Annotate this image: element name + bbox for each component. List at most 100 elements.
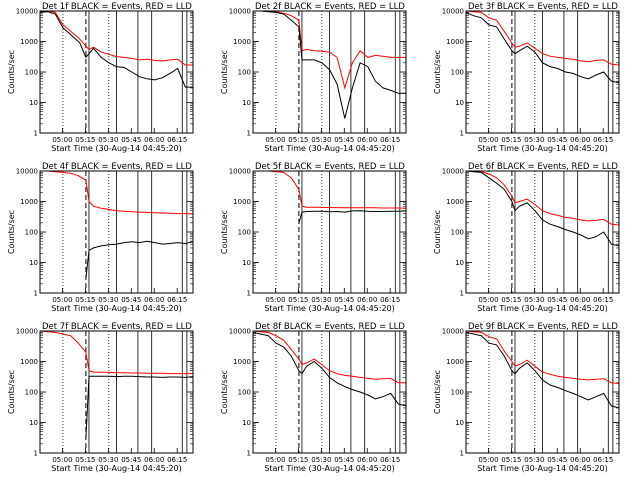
y-axis-label: Counts/sec [433,370,442,414]
x-tick-label: 06:15 [380,136,400,144]
x-tick-label: 05:00 [478,456,498,464]
panel-title: Det 3f BLACK = Events, RED = LLD [468,2,618,12]
y-tick-label: 1000 [233,198,251,206]
x-tick-label: 05:15 [288,136,308,144]
x-tick-label: 06:00 [144,136,164,144]
x-tick-label: 05:45 [334,456,354,464]
y-tick-label: 100 [25,69,38,77]
series-lld-line [465,330,620,384]
x-axis-label: Start Time (30-Aug-14 04:45:20) [264,464,395,473]
panel-title: Det 4f BLACK = Events, RED = LLD [42,162,192,172]
y-tick-label: 100 [25,389,38,397]
x-tick-label: 05:30 [311,136,331,144]
panel-det-2: Det 2f BLACK = Events, RED = LLD 1 10 100 10… [220,2,407,153]
plot-frame [252,170,407,294]
x-tick-label: 05:30 [98,136,118,144]
y-axis-label: Counts/sec [220,210,229,254]
y-tick-label: 10 [455,99,464,107]
y-tick-label: 1000 [446,38,464,46]
y-axis-label: Counts/sec [7,370,16,414]
series-lld-line [253,170,407,209]
panel-title: Det 8f BLACK = Events, RED = LLD [255,322,405,332]
y-tick-label: 1 [247,290,251,298]
panel-det-4: Det 4f BLACK = Events, RED = LLD 1 10 100 10… [7,162,194,313]
x-tick-label: 05:45 [334,136,354,144]
x-tick-label: 06:00 [144,296,164,304]
series-lld-line [465,10,620,66]
x-axis-label: Start Time (30-Aug-14 04:45:20) [477,304,608,313]
y-tick-label: 1000 [446,198,464,206]
series-events-line [465,170,620,247]
x-tick-label: 06:15 [167,296,187,304]
series-lld-line [466,170,620,226]
y-tick-label: 1000 [446,358,464,366]
series-events-line [465,331,620,409]
plot-frame [252,330,407,454]
y-tick-label: 10000 [16,168,38,176]
plot-frame [39,330,194,454]
y-tick-label: 1 [460,450,464,458]
y-axis-label: Counts/sec [220,370,229,414]
x-tick-label: 05:15 [501,136,521,144]
y-axis-label: Counts/sec [220,50,229,94]
y-tick-label: 100 [238,69,251,77]
x-tick-label: 05:00 [478,136,498,144]
y-tick-label: 10000 [442,8,464,16]
y-tick-label: 1000 [20,38,38,46]
x-tick-label: 05:15 [75,136,95,144]
y-tick-label: 1 [34,130,38,138]
x-tick-label: 05:00 [52,136,72,144]
x-tick-label: 06:00 [570,296,590,304]
series-lld-line [253,10,406,90]
x-tick-label: 05:15 [501,456,521,464]
y-tick-label: 10000 [442,168,464,176]
plot-frame [39,170,194,294]
panel-det-1: Det 1f BLACK = Events, RED = LLD 1 10 100 10… [7,2,194,153]
panel-det-8: Det 8f BLACK = Events, RED = LLD 1 10 100 10… [220,322,407,473]
x-tick-label: 05:15 [288,456,308,464]
y-tick-label: 10000 [229,168,251,176]
plot-frame [252,10,407,134]
x-tick-label: 05:00 [265,296,285,304]
y-tick-label: 10000 [16,8,38,16]
x-tick-label: 05:45 [547,456,567,464]
series-lld-line [252,330,406,384]
panel-det-3: Det 3f BLACK = Events, RED = LLD 1 10 100 10… [433,2,620,153]
x-tick-label: 05:15 [75,296,95,304]
series-lld-line [39,330,193,375]
y-tick-label: 1000 [233,358,251,366]
x-tick-label: 06:15 [593,136,613,144]
y-tick-label: 10000 [16,328,38,336]
y-axis-label: Counts/sec [433,210,442,254]
y-tick-label: 10 [242,419,251,427]
x-tick-label: 05:30 [98,456,118,464]
y-tick-label: 100 [451,389,464,397]
series-events-line [253,10,406,119]
panel-title: Det 6f BLACK = Events, RED = LLD [468,162,618,172]
panel-title: Det 1f BLACK = Events, RED = LLD [42,2,192,12]
y-tick-label: 10 [455,259,464,267]
x-tick-label: 06:15 [593,456,613,464]
panel-title: Det 7f BLACK = Events, RED = LLD [42,322,192,332]
x-axis-label: Start Time (30-Aug-14 04:45:20) [51,304,182,313]
x-tick-label: 05:30 [311,456,331,464]
series-lld-line [39,10,193,66]
x-axis-label: Start Time (30-Aug-14 04:45:20) [477,464,608,473]
panel-det-6: Det 6f BLACK = Events, RED = LLD 1 10 100 10… [433,162,620,313]
x-tick-label: 05:15 [288,296,308,304]
y-axis-label: Counts/sec [7,210,16,254]
y-tick-label: 1 [460,290,464,298]
x-tick-label: 06:15 [167,456,187,464]
y-tick-label: 10 [29,419,38,427]
y-tick-label: 100 [238,229,251,237]
series-events-line [465,11,620,84]
y-tick-label: 10 [242,259,251,267]
plot-frame [465,10,620,134]
x-tick-label: 05:15 [501,296,521,304]
y-tick-label: 100 [451,69,464,77]
x-tick-label: 05:45 [121,136,141,144]
series-events-line [252,331,407,407]
x-tick-label: 05:45 [547,296,567,304]
